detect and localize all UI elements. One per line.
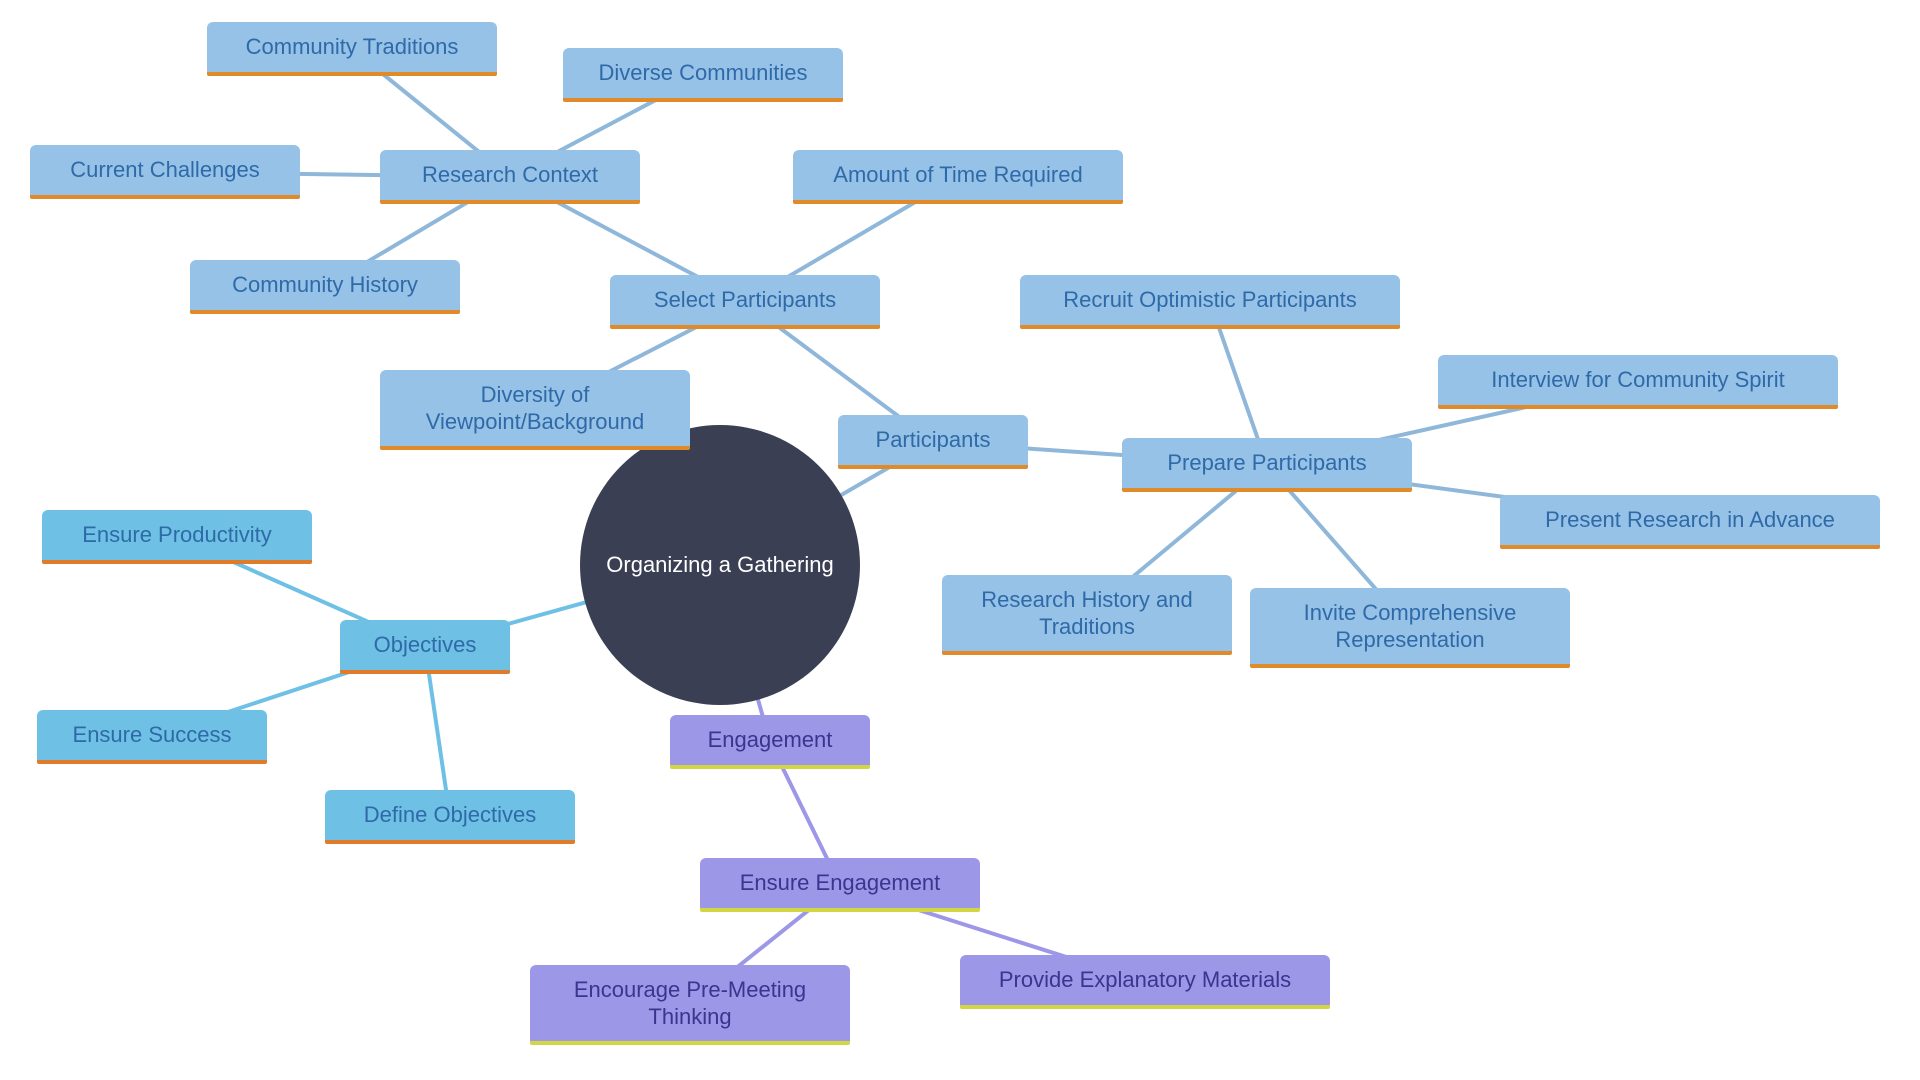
- node-label: Community Traditions: [246, 33, 459, 61]
- node-label: Objectives: [374, 631, 477, 659]
- center-node: Organizing a Gathering: [580, 425, 860, 705]
- node-label: Ensure Productivity: [82, 521, 272, 549]
- node-label: Invite Comprehensive Representation: [1268, 599, 1552, 654]
- node-label: Engagement: [708, 726, 833, 754]
- node-recruit-optimistic: Recruit Optimistic Participants: [1020, 275, 1400, 329]
- mindmap-canvas: Organizing a Gathering Research Context Co…: [0, 0, 1920, 1080]
- node-prepare-participants: Prepare Participants: [1122, 438, 1412, 492]
- node-research-history: Research History and Traditions: [942, 575, 1232, 655]
- node-label: Research History and Traditions: [960, 586, 1214, 641]
- center-label: Organizing a Gathering: [606, 552, 833, 578]
- node-label: Prepare Participants: [1167, 449, 1366, 477]
- node-label: Select Participants: [654, 286, 836, 314]
- node-label: Provide Explanatory Materials: [999, 966, 1291, 994]
- node-diversity-viewpoint: Diversity of Viewpoint/Background: [380, 370, 690, 450]
- node-research-context: Research Context: [380, 150, 640, 204]
- node-label: Ensure Engagement: [740, 869, 941, 897]
- node-label: Interview for Community Spirit: [1491, 366, 1784, 394]
- node-label: Community History: [232, 271, 418, 299]
- node-define-objectives: Define Objectives: [325, 790, 575, 844]
- node-label: Present Research in Advance: [1545, 506, 1835, 534]
- node-interview-spirit: Interview for Community Spirit: [1438, 355, 1838, 409]
- node-label: Research Context: [422, 161, 598, 189]
- node-diverse-communities: Diverse Communities: [563, 48, 843, 102]
- node-current-challenges: Current Challenges: [30, 145, 300, 199]
- node-objectives: Objectives: [340, 620, 510, 674]
- node-label: Define Objectives: [364, 801, 536, 829]
- node-present-research: Present Research in Advance: [1500, 495, 1880, 549]
- node-label: Participants: [876, 426, 991, 454]
- node-explanatory-materials: Provide Explanatory Materials: [960, 955, 1330, 1009]
- node-label: Diversity of Viewpoint/Background: [398, 381, 672, 436]
- node-label: Current Challenges: [70, 156, 260, 184]
- node-community-history: Community History: [190, 260, 460, 314]
- node-participants: Participants: [838, 415, 1028, 469]
- node-label: Diverse Communities: [598, 59, 807, 87]
- node-label: Amount of Time Required: [833, 161, 1082, 189]
- node-pre-meeting: Encourage Pre-Meeting Thinking: [530, 965, 850, 1045]
- node-label: Recruit Optimistic Participants: [1063, 286, 1356, 314]
- node-label: Encourage Pre-Meeting Thinking: [548, 976, 832, 1031]
- node-engagement: Engagement: [670, 715, 870, 769]
- node-community-traditions: Community Traditions: [207, 22, 497, 76]
- node-invite-rep: Invite Comprehensive Representation: [1250, 588, 1570, 668]
- node-ensure-productivity: Ensure Productivity: [42, 510, 312, 564]
- node-amount-time: Amount of Time Required: [793, 150, 1123, 204]
- node-label: Ensure Success: [73, 721, 232, 749]
- node-ensure-engagement: Ensure Engagement: [700, 858, 980, 912]
- node-ensure-success: Ensure Success: [37, 710, 267, 764]
- node-select-participants: Select Participants: [610, 275, 880, 329]
